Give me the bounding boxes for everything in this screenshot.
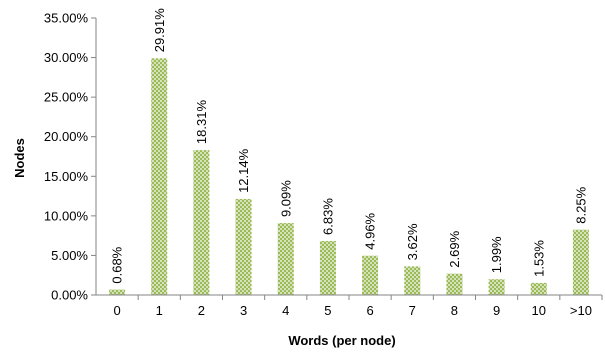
- data-label-5: 6.83%: [320, 198, 335, 235]
- y-tick-label: 10.00%: [44, 208, 89, 223]
- data-label-10: 1.53%: [531, 240, 546, 277]
- data-label-2: 18.31%: [194, 100, 209, 145]
- bar-2: [193, 150, 210, 295]
- bar-10: [530, 282, 547, 295]
- bar-4: [277, 223, 294, 295]
- data-label->10: 8.25%: [573, 186, 588, 223]
- data-label-7: 3.62%: [405, 223, 420, 260]
- y-tick-label: 35.00%: [44, 11, 89, 26]
- data-label-1: 29.91%: [152, 8, 167, 53]
- y-axis-ticks: 0.00% 5.00% 10.00% 15.00% 20.00% 25.00% 30.00%…: [44, 11, 96, 303]
- bar-5: [319, 240, 336, 295]
- x-tick-label: 7: [409, 303, 416, 318]
- data-label-3: 12.14%: [236, 148, 251, 193]
- bar-6: [362, 255, 379, 295]
- y-tick-label: 25.00%: [44, 90, 89, 105]
- bar-8: [446, 273, 463, 295]
- x-tick-label: 9: [493, 303, 500, 318]
- bar-1: [151, 58, 168, 295]
- data-label-6: 4.96%: [363, 212, 378, 249]
- x-tick-label: 1: [156, 303, 163, 318]
- x-tick-label: 10: [532, 303, 546, 318]
- y-tick-label: 5.00%: [51, 248, 88, 263]
- x-tick-label: 5: [324, 303, 331, 318]
- data-label-0: 0.68%: [110, 246, 125, 283]
- bar-9: [488, 279, 505, 295]
- x-tick-label: >10: [570, 303, 592, 318]
- bar-3: [235, 198, 252, 295]
- data-label-9: 1.99%: [489, 236, 504, 273]
- data-label-4: 9.09%: [278, 180, 293, 217]
- x-tick-label: 2: [198, 303, 205, 318]
- x-axis-title: Words (per node): [288, 333, 395, 348]
- y-tick-label: 0.00%: [51, 288, 88, 303]
- x-axis-ticks: 0 1 2 3 4 5 6 7 8 9 10 >10: [113, 295, 603, 318]
- y-tick-label: 20.00%: [44, 129, 89, 144]
- x-tick-label: 4: [282, 303, 289, 318]
- y-tick-label: 30.00%: [44, 50, 89, 65]
- y-axis-title: Nodes: [12, 138, 27, 178]
- bar->10: [572, 229, 589, 295]
- bar-0: [109, 289, 126, 295]
- bars: 0.68% 29.91% 18.31% 12.14% 9.09% 6.83% 4.96% 3.…: [109, 8, 589, 295]
- x-tick-label: 6: [366, 303, 373, 318]
- x-tick-label: 0: [113, 303, 120, 318]
- data-label-8: 2.69%: [447, 230, 462, 267]
- x-tick-label: 8: [451, 303, 458, 318]
- x-tick-label: 3: [240, 303, 247, 318]
- y-tick-label: 15.00%: [44, 169, 89, 184]
- bar-7: [404, 266, 421, 295]
